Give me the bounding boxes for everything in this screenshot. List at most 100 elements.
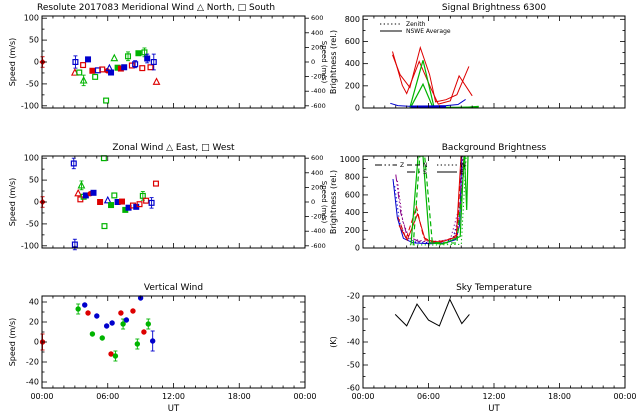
svg-text:-200: -200: [311, 73, 326, 81]
svg-text:800: 800: [345, 15, 360, 24]
svg-text:400: 400: [311, 29, 323, 37]
panel-title: Sky Temperature: [456, 283, 532, 293]
panel-title: Background Brightness: [442, 143, 547, 153]
svg-text:50: 50: [29, 176, 39, 185]
svg-text:50: 50: [29, 36, 39, 45]
svg-text:UT: UT: [168, 404, 180, 414]
svg-text:Z: Z: [400, 162, 404, 169]
svg-text:400: 400: [345, 208, 360, 217]
points-layer: [39, 295, 156, 362]
panel-title: Vertical Wind: [144, 283, 203, 293]
svg-text:Speed (m/s): Speed (m/s): [8, 38, 17, 87]
lines-layer: [392, 156, 469, 246]
svg-text:200: 200: [311, 183, 323, 191]
lines-layer: [394, 298, 470, 327]
svg-text:-600: -600: [311, 102, 326, 110]
svg-text:NSWE Average: NSWE Average: [406, 28, 451, 35]
svg-text:06:00: 06:00: [96, 392, 119, 401]
panel-zonal-wind: -100 -50 0 50 100 Speed (m/s) 600 400 200 0 -200 -4…: [8, 143, 328, 250]
svg-text:0: 0: [311, 58, 315, 66]
svg-text:100: 100: [24, 154, 39, 163]
points-layer: [39, 155, 159, 251]
axis-layer: 0 200 400 600 800 Brightness (rel.) Signal Bri…: [329, 3, 626, 113]
svg-text:0: 0: [34, 198, 39, 207]
svg-text:-20: -20: [26, 358, 39, 367]
svg-text:12:00: 12:00: [162, 392, 185, 401]
svg-text:-50: -50: [347, 361, 360, 370]
svg-text:00:00: 00:00: [293, 392, 316, 401]
svg-text:00:00: 00:00: [613, 392, 636, 401]
panel-title: Signal Brightness 6300: [442, 3, 546, 13]
svg-text:-200: -200: [311, 213, 326, 221]
panel-title: Zonal Wind △ East, □ West: [112, 143, 235, 153]
svg-text:18:00: 18:00: [548, 392, 571, 401]
svg-text:-400: -400: [311, 87, 326, 95]
svg-text:00:00: 00:00: [30, 392, 53, 401]
svg-text:0: 0: [355, 244, 360, 253]
panel-vertical-wind: 00:00 06:00 12:00 18:00 00:00 UT -40 -20 0 20 40 Sp…: [8, 283, 317, 414]
svg-text:UT: UT: [488, 404, 500, 414]
svg-text:N: N: [423, 162, 428, 169]
lines-layer: [390, 45, 479, 108]
svg-text:Zenith: Zenith: [406, 21, 426, 28]
svg-text:-40: -40: [26, 378, 39, 387]
svg-text:0: 0: [311, 198, 315, 206]
svg-text:-50: -50: [26, 79, 39, 88]
svg-text:-600: -600: [311, 242, 326, 250]
svg-text:E: E: [460, 169, 464, 176]
svg-text:-60: -60: [347, 384, 360, 393]
axis-layer: -100 -50 0 50 100 Speed (m/s) 600 400 200 0 -200 -4…: [8, 143, 328, 250]
svg-text:20: 20: [29, 318, 39, 327]
svg-text:-400: -400: [311, 227, 326, 235]
svg-text:-100: -100: [21, 241, 39, 250]
panel-sky-temperature: 00:00 06:00 12:00 18:00 00:00 UT -60 -50 -40 -30 -…: [329, 283, 637, 414]
svg-text:0: 0: [34, 58, 39, 67]
svg-text:Speed (m/s): Speed (m/s): [320, 181, 328, 224]
svg-text:600: 600: [345, 190, 360, 199]
svg-text:Speed (m/s): Speed (m/s): [8, 318, 17, 367]
svg-text:100: 100: [24, 14, 39, 23]
axis-layer: -100 -50 0 50 100 Speed (m/s) 600 400 200 0 -200 -4…: [8, 3, 328, 110]
svg-text:06:00: 06:00: [417, 392, 440, 401]
svg-text:1000: 1000: [340, 155, 360, 164]
svg-text:600: 600: [345, 37, 360, 46]
svg-text:Brightness (rel.): Brightness (rel.): [329, 30, 338, 94]
points-layer: [39, 47, 161, 104]
svg-text:18:00: 18:00: [228, 392, 251, 401]
svg-text:200: 200: [345, 81, 360, 90]
svg-text:S: S: [423, 169, 427, 176]
svg-text:800: 800: [345, 173, 360, 182]
svg-text:200: 200: [311, 43, 323, 51]
panel-meridional-wind: -100 -50 0 50 100 Speed (m/s) 600 400 200 0 -200 -4…: [8, 3, 328, 110]
panel-title: Resolute 2017083 Meridional Wind △ North…: [37, 3, 275, 13]
svg-text:400: 400: [311, 169, 323, 177]
svg-text:Brightness (rel.): Brightness (rel.): [329, 170, 338, 234]
svg-text:Speed (m/s): Speed (m/s): [320, 41, 328, 84]
panel-signal-brightness: 0 200 400 600 800 Brightness (rel.) Signal Bri…: [329, 3, 626, 113]
svg-text:600: 600: [311, 14, 323, 22]
svg-text:200: 200: [345, 226, 360, 235]
svg-text:-100: -100: [21, 101, 39, 110]
axis-layer: 00:00 06:00 12:00 18:00 00:00 UT -40 -20 0 20 40 Sp…: [8, 283, 317, 414]
svg-text:400: 400: [345, 59, 360, 68]
legend-background-brightness: Z NS WE: [375, 162, 466, 176]
svg-text:0: 0: [355, 104, 360, 113]
svg-text:Speed (m/s): Speed (m/s): [8, 178, 17, 227]
svg-text:40: 40: [29, 298, 39, 307]
svg-text:-20: -20: [347, 292, 360, 301]
svg-text:-40: -40: [347, 338, 360, 347]
svg-text:0: 0: [34, 338, 39, 347]
svg-text:(K): (K): [329, 336, 338, 348]
svg-text:W: W: [460, 162, 466, 169]
svg-text:-30: -30: [347, 315, 360, 324]
svg-text:-50: -50: [26, 219, 39, 228]
axis-layer: 00:00 06:00 12:00 18:00 00:00 UT -60 -50 -40 -30 -…: [329, 283, 637, 414]
svg-text:00:00: 00:00: [351, 392, 374, 401]
svg-text:12:00: 12:00: [482, 392, 505, 401]
svg-text:600: 600: [311, 154, 323, 162]
